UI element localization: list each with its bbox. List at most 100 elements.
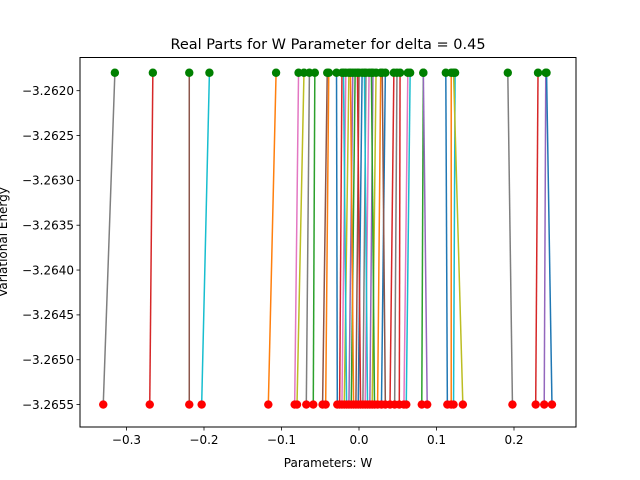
y-tick-label: −3.2620 — [22, 84, 74, 98]
axes-frame — [79, 57, 577, 428]
end-point — [310, 68, 320, 77]
y-tick-label: −3.2645 — [22, 308, 74, 322]
series-line — [293, 72, 300, 405]
x-axis-label: Parameters: W — [284, 456, 373, 470]
chart-title: Real Parts for W Parameter for delta = 0… — [170, 37, 485, 53]
series-13 — [341, 72, 347, 405]
y-axis: −3.2655 −3.2650 −3.2645 −3.2640 −3.2635 −3.26… — [22, 84, 80, 412]
start-point — [185, 400, 194, 409]
x-tick-label: −0.2 — [189, 433, 218, 447]
series-line — [534, 72, 539, 405]
series-line — [445, 72, 449, 405]
series-line — [349, 72, 355, 405]
y-tick-label: −3.2630 — [22, 174, 74, 188]
series-27 — [370, 72, 376, 405]
series-line — [356, 72, 362, 405]
end-point — [339, 68, 348, 77]
series-line — [350, 72, 356, 405]
series-line — [422, 72, 428, 405]
series-line — [335, 72, 339, 405]
series-line — [403, 72, 409, 405]
start-point — [540, 400, 549, 409]
series-line — [341, 72, 347, 405]
series-line — [381, 72, 387, 405]
start-point — [321, 400, 330, 409]
end-point — [419, 68, 428, 77]
y-tick-label: −3.2650 — [22, 353, 74, 367]
series-42 — [507, 72, 514, 405]
series-line — [507, 72, 514, 405]
series-line — [321, 72, 328, 405]
series-31 — [389, 72, 395, 405]
series-44 — [543, 72, 547, 405]
series-line — [376, 72, 382, 405]
series-16 — [348, 72, 354, 405]
series-line — [398, 72, 401, 405]
x-tick-label: 0.1 — [427, 433, 446, 447]
end-point — [378, 68, 387, 77]
series-9 — [321, 72, 328, 405]
series-line — [149, 72, 154, 405]
y-tick-label: −3.2625 — [22, 129, 74, 143]
series-line — [421, 72, 425, 405]
start-point — [449, 400, 458, 409]
start-point — [458, 400, 468, 409]
end-point — [449, 68, 458, 77]
series-23 — [364, 72, 370, 405]
series-11 — [335, 72, 339, 405]
y-axis-label: Variational Energy — [0, 187, 10, 297]
series-line — [324, 72, 330, 405]
series-line — [357, 72, 363, 405]
series-36 — [421, 72, 425, 405]
series-4 — [267, 72, 277, 405]
x-axis: −0.3 −0.2 −0.1 0.0 0.1 0.2 — [112, 427, 524, 447]
x-tick-label: 0.2 — [504, 433, 523, 447]
series-15 — [342, 72, 348, 405]
series-3 — [200, 72, 211, 405]
end-point — [353, 68, 362, 77]
end-point — [367, 68, 376, 77]
series-line — [389, 72, 395, 405]
series-45 — [545, 72, 553, 405]
series-37 — [422, 72, 428, 405]
series-43 — [534, 72, 539, 405]
series-26 — [371, 72, 377, 405]
end-point — [148, 68, 158, 77]
start-point — [197, 400, 206, 409]
series-line — [342, 72, 348, 405]
end-point — [395, 68, 405, 77]
series-32 — [393, 72, 398, 405]
series-line — [452, 72, 464, 405]
series-line — [305, 72, 311, 405]
end-point — [360, 68, 369, 77]
series-line — [102, 72, 116, 405]
start-point — [99, 400, 108, 409]
series-line — [312, 72, 316, 405]
series-7 — [305, 72, 311, 405]
series-30 — [381, 72, 387, 405]
series-24 — [363, 72, 369, 405]
end-point — [271, 68, 281, 77]
end-point — [503, 68, 512, 77]
end-point — [205, 68, 214, 77]
series-line — [543, 72, 547, 405]
series-14 — [343, 72, 350, 405]
x-tick-label: −0.1 — [267, 433, 296, 447]
start-point — [309, 400, 318, 409]
end-point — [324, 68, 333, 77]
series-line — [370, 72, 376, 405]
end-point — [542, 68, 551, 77]
series-33 — [398, 72, 401, 405]
plot-area — [99, 68, 557, 409]
series-6 — [296, 72, 305, 405]
start-point — [531, 400, 540, 409]
x-tick-label: −0.3 — [112, 433, 141, 447]
series-line — [267, 72, 277, 405]
series-line — [405, 72, 411, 405]
start-point — [508, 400, 517, 409]
series-line — [296, 72, 305, 405]
series-line — [338, 72, 343, 405]
series-5 — [293, 72, 300, 405]
series-10 — [324, 72, 330, 405]
